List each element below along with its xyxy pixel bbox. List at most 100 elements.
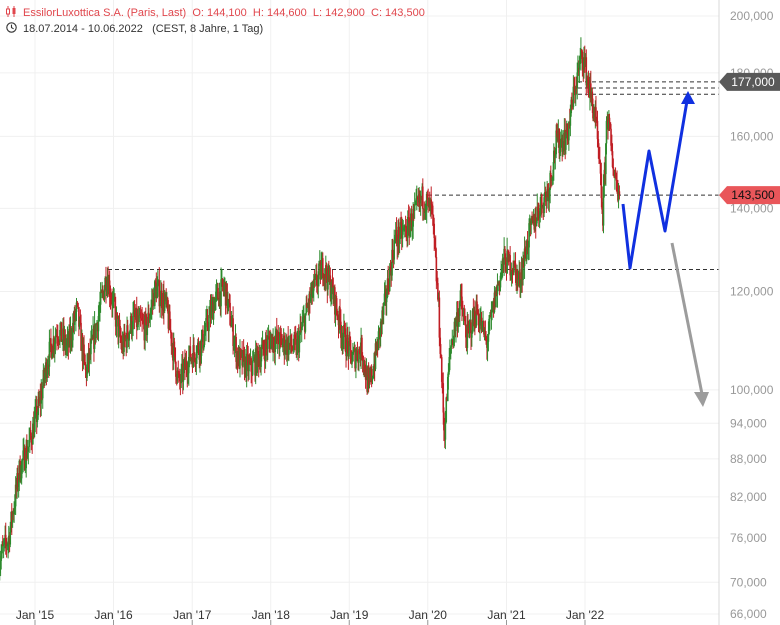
low-value: L: 142,900 [312,7,365,19]
candle-body [101,290,103,293]
candle-body [244,357,246,375]
candle-body [62,328,64,341]
candle-body [58,341,61,343]
candle-body [513,260,515,273]
candle-body [498,281,501,288]
candle-body [559,138,562,148]
candle-body [0,560,2,566]
candle-body [210,305,213,319]
candle-body [191,358,194,368]
candle-body [616,180,618,192]
y-tick-label: 94,000 [730,416,767,430]
candle-body [286,338,289,355]
candle-body [546,189,549,191]
y-tick-label: 100,000 [730,383,774,397]
candle-body [14,484,17,507]
candle-body [280,334,283,339]
candle-body [185,360,188,370]
candle-body [504,257,507,272]
candle-body [86,364,88,378]
candle-body [431,205,433,207]
candle-body [524,248,527,255]
candle-body [304,313,307,332]
candle-body [584,57,587,61]
candle-body [147,312,150,323]
candle-body [41,386,44,399]
candle-body [343,325,346,329]
candle-body [601,198,603,210]
candle-body [95,324,97,339]
candle-body [497,284,499,285]
candle-body [340,335,343,338]
candle-body [519,272,521,287]
candle-body [70,329,73,341]
candle-body [227,299,229,309]
candle-body [113,297,115,299]
candle-body [471,310,474,334]
candle-body [374,343,377,369]
candle-body [320,264,323,280]
candle-body [388,266,391,292]
candle-body [423,208,426,213]
candle-body [264,339,267,361]
candle-body [157,282,159,287]
candle-body [464,317,466,326]
candle-body [327,266,329,290]
candle-body [35,405,37,411]
candle-body [560,138,563,139]
candle-body [337,316,339,319]
candle-body [281,338,283,347]
candle-body [212,303,215,320]
candle-body [581,52,584,64]
candle-body [119,326,121,338]
candle-body [75,302,78,312]
candle-body [57,337,59,340]
candle-body [186,369,189,375]
candle-body [373,364,376,369]
candle-body [516,271,519,280]
candle-body [495,287,497,308]
candle-body [501,258,504,266]
candle-body [180,369,183,384]
candle-body [152,293,155,302]
candle-body [87,353,90,364]
candle-body [419,194,421,204]
x-tick-label: Jan '17 [173,608,212,622]
candle-body [307,306,310,309]
candle-body [294,334,296,338]
candle-body [306,303,308,308]
candle-body [262,340,265,350]
y-tick-label: 66,000 [730,607,767,621]
candle-body [64,334,67,349]
candle-body [596,120,599,140]
candle-body [254,348,257,376]
candle-body [583,57,585,70]
candle-body [93,323,96,349]
candle-body [59,330,61,342]
candle-body [194,361,197,363]
candle-body [281,343,284,347]
candle-body [449,346,452,352]
candle-body [415,197,418,199]
candle-body [128,332,131,341]
candle-body [518,272,520,279]
candle-body [370,368,373,381]
candle-body [372,375,374,377]
candle-body [483,321,485,335]
candle-body [545,193,548,202]
candle-body [291,346,293,349]
candle-body [333,287,335,300]
candle-body [13,508,15,515]
candle-body [425,193,428,210]
candle-body [514,263,517,270]
candle-body [203,344,205,349]
candle-body [344,328,347,352]
y-tick-label: 140,000 [730,201,774,215]
candle-body [444,422,447,440]
candle-body [528,220,531,224]
candle-body [125,337,128,348]
candle-body [355,357,357,369]
forecast-drawings[interactable] [621,91,709,407]
candle-body [123,331,125,352]
x-tick-label: Jan '16 [94,608,133,622]
